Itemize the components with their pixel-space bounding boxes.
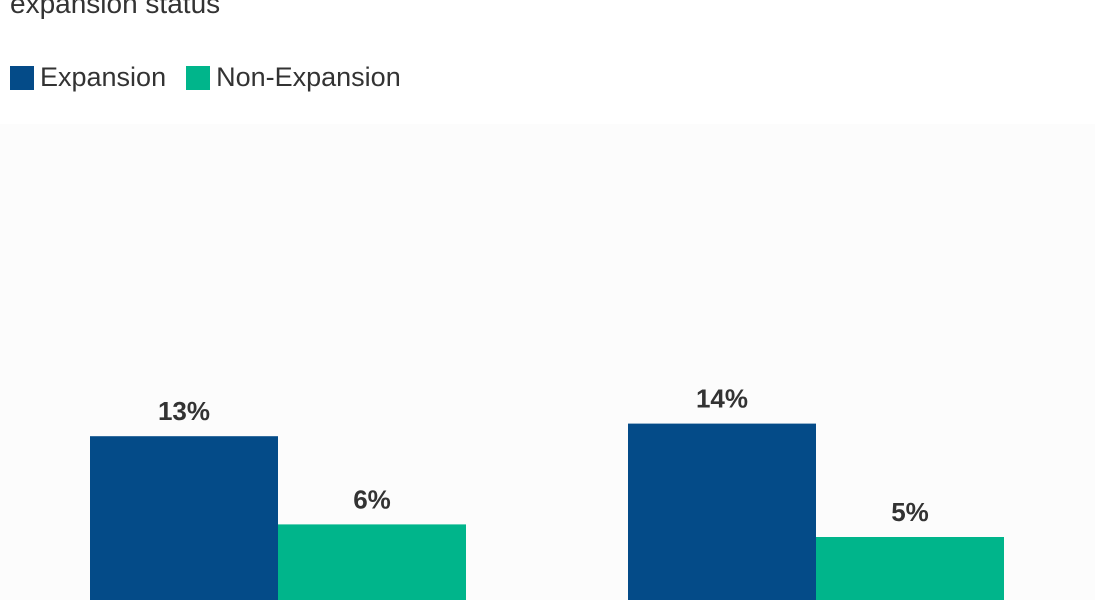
chart-title: expansion status [10,0,221,19]
legend-swatch-expansion [10,65,34,90]
bar-expansion-1 [90,436,278,600]
legend-item-expansion: Expansion [10,62,166,93]
legend-label-expansion: Expansion [40,62,167,92]
bar-non-expansion-1 [278,524,466,600]
data-label-non-expansion-1: 6% [353,484,391,514]
data-label-expansion-2: 14% [696,384,748,414]
legend: Expansion Non-Expansion [10,62,401,93]
legend-item-non-expansion: Non-Expansion [186,62,401,93]
bar-non-expansion-2 [816,537,1004,600]
data-label-non-expansion-2: 5% [891,497,929,527]
data-label-expansion-1: 13% [158,396,210,426]
legend-label-non-expansion: Non-Expansion [216,62,401,92]
bar-expansion-2 [628,423,816,600]
legend-swatch-non-expansion [186,65,211,90]
